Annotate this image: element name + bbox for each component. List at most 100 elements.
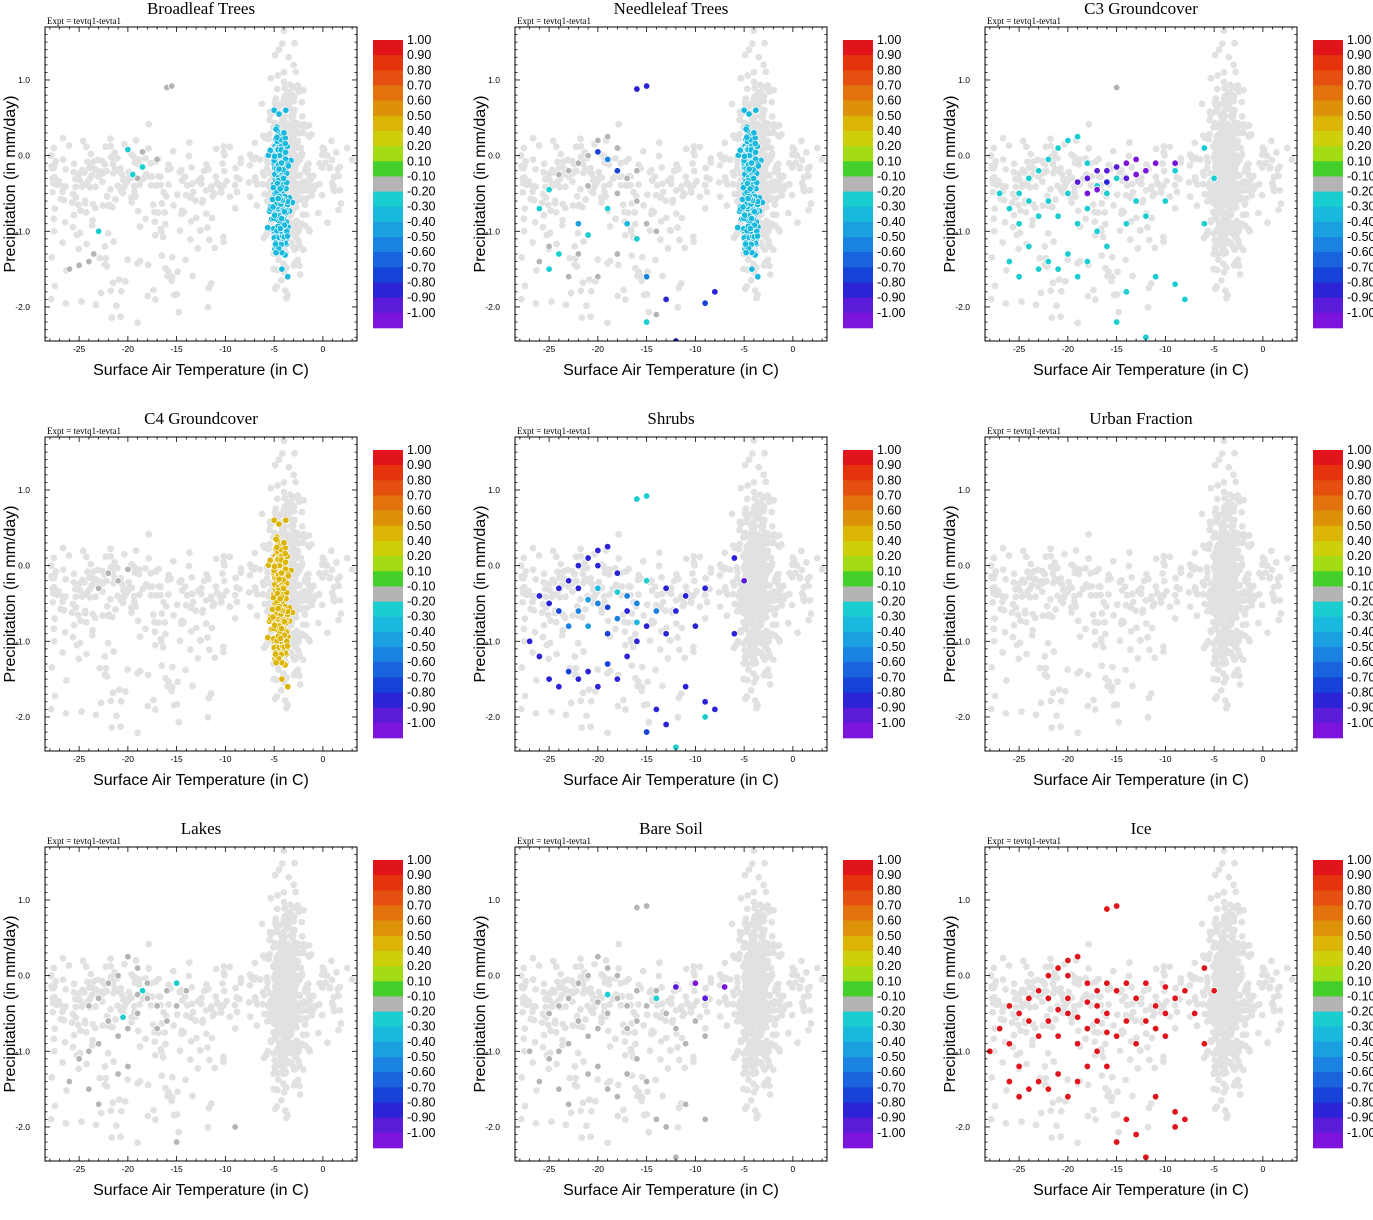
data-point (663, 296, 670, 303)
background-point (122, 278, 129, 285)
background-point (259, 510, 266, 517)
background-point (1242, 201, 1249, 208)
data-point (1026, 198, 1033, 205)
background-point (233, 584, 240, 591)
cluster-point (748, 160, 754, 166)
background-point (582, 196, 589, 203)
background-point (338, 610, 345, 617)
background-point (764, 144, 771, 151)
background-point (771, 181, 778, 188)
background-point (735, 136, 742, 143)
background-point (302, 201, 309, 208)
background-point (82, 610, 89, 617)
background-point (1242, 168, 1249, 175)
background-point (93, 301, 100, 308)
background-point (305, 187, 312, 194)
colorbar-label: -0.80 (407, 276, 436, 290)
background-point (259, 100, 266, 107)
data-point (1084, 258, 1091, 265)
background-point (1011, 160, 1018, 167)
background-point (604, 319, 611, 326)
colorbar-swatch (843, 267, 873, 282)
background-point (206, 236, 213, 243)
background-point (148, 592, 155, 599)
cluster-point (749, 266, 755, 272)
background-point (287, 491, 294, 498)
background-point (266, 527, 273, 534)
background-point (1284, 145, 1291, 152)
background-point (754, 292, 761, 299)
background-point (518, 296, 525, 303)
background-point (683, 145, 690, 152)
x-tick-label: -10 (219, 344, 232, 354)
background-point (571, 261, 578, 268)
background-point (1173, 174, 1180, 181)
data-point (1152, 273, 1159, 280)
background-point (96, 665, 103, 672)
data-point (1143, 167, 1150, 174)
background-point (63, 677, 70, 684)
background-point (1246, 228, 1253, 235)
cluster-point (269, 196, 275, 202)
background-point (60, 135, 67, 142)
data-point (585, 232, 592, 239)
background-point (1075, 207, 1082, 214)
background-point (635, 181, 642, 188)
data-point (1084, 175, 1091, 182)
background-point (1214, 85, 1221, 92)
background-point (1216, 46, 1223, 53)
background-point (107, 135, 114, 142)
background-point (49, 599, 56, 606)
data-point (1104, 179, 1111, 186)
data-point (66, 266, 73, 273)
background-point (226, 603, 233, 610)
background-point (310, 173, 317, 180)
colorbar-swatch (373, 222, 403, 237)
background-point (60, 566, 67, 573)
background-point (296, 634, 303, 641)
background-point (237, 159, 244, 166)
background-point (226, 143, 233, 150)
data-point (536, 205, 543, 212)
data-point (1055, 145, 1062, 152)
background-point (1214, 104, 1221, 111)
colorbar-label: -0.80 (1347, 276, 1373, 290)
background-point (337, 187, 344, 194)
background-point (83, 553, 90, 560)
background-point (188, 628, 195, 635)
background-point (1012, 176, 1019, 183)
background-point (1053, 302, 1060, 309)
background-point (209, 215, 216, 222)
background-point (554, 158, 561, 165)
background-point (187, 236, 194, 243)
background-point (186, 549, 193, 556)
data-point (1035, 213, 1042, 220)
colorbar-label: -0.10 (407, 169, 436, 183)
background-point (804, 166, 811, 173)
cluster-point (277, 225, 283, 231)
cluster-point (272, 241, 278, 247)
background-point (177, 227, 184, 234)
background-point (763, 218, 770, 225)
background-point (1239, 113, 1246, 120)
colorbar-swatch (1313, 283, 1343, 298)
background-point (155, 619, 162, 626)
background-point (776, 228, 783, 235)
background-point (612, 216, 619, 223)
background-point (620, 201, 627, 208)
cluster-point (751, 208, 757, 214)
background-point (310, 583, 317, 590)
background-point (652, 257, 659, 264)
background-point (659, 181, 666, 188)
background-point (187, 646, 194, 653)
data-point (1113, 175, 1120, 182)
background-point (775, 187, 782, 194)
background-point (71, 570, 78, 577)
background-point (212, 173, 219, 180)
background-point (794, 219, 801, 226)
data-point (139, 164, 146, 171)
background-point (1277, 187, 1284, 194)
background-point (1101, 209, 1108, 216)
background-point (114, 592, 121, 599)
background-point (145, 555, 152, 562)
